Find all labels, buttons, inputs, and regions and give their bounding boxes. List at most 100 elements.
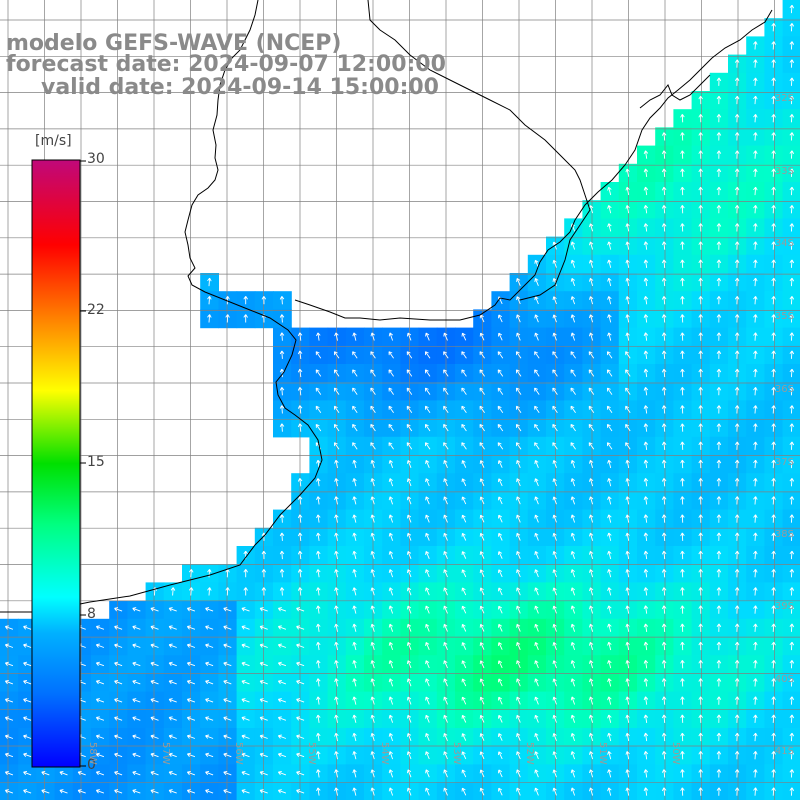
wind-arrow [114, 789, 123, 794]
wind-arrow [388, 387, 394, 395]
wind-arrow [370, 587, 375, 596]
wind-arrow [789, 714, 795, 723]
speed-cell [91, 782, 110, 800]
wind-arrow [661, 714, 667, 723]
title-forecast-date: forecast date: 2024-09-07 12:00:00 [6, 52, 446, 77]
wind-arrow [497, 733, 503, 741]
wind-arrow [443, 405, 449, 414]
wind-arrow [297, 550, 303, 560]
wind-arrow [370, 405, 376, 414]
wind-arrow [425, 605, 430, 614]
wind-arrow [753, 732, 758, 742]
wind-arrow [388, 459, 394, 469]
wind-arrow [661, 186, 667, 196]
wind-arrow [753, 95, 758, 105]
wind-arrow [259, 698, 268, 703]
wind-arrow [186, 789, 196, 794]
wind-arrow [406, 423, 413, 432]
wind-arrow [698, 132, 703, 141]
wind-arrow [516, 587, 521, 596]
wind-arrow [734, 350, 740, 359]
wind-arrow [643, 332, 649, 341]
wind-arrow [771, 168, 776, 177]
wind-arrow [625, 714, 630, 723]
wind-arrow [352, 678, 357, 687]
wind-arrow [716, 641, 722, 651]
wind-arrow [297, 405, 303, 414]
wind-arrow [424, 351, 431, 359]
wind-arrow [789, 441, 795, 450]
wind-arrow [243, 587, 248, 596]
wind-arrow [114, 770, 123, 776]
wind-arrow [698, 241, 703, 250]
wind-arrow [734, 532, 740, 541]
wind-arrow [607, 696, 612, 705]
wind-arrow [388, 442, 394, 450]
wind-arrow [95, 752, 105, 758]
wind-arrow [680, 660, 685, 669]
wind-arrow [279, 550, 285, 560]
wind-arrow [716, 114, 722, 123]
wind-arrow [625, 259, 630, 268]
wind-arrow [370, 332, 375, 341]
lon-label: 57W [160, 742, 171, 765]
wind-arrow [425, 751, 430, 760]
wind-arrow [497, 405, 504, 414]
wind-arrow [753, 423, 758, 432]
wind-arrow [771, 423, 776, 432]
wind-arrow [114, 716, 123, 721]
wind-arrow [261, 550, 267, 560]
wind-arrow [771, 587, 776, 596]
wind-arrow [425, 532, 430, 541]
wind-arrow [661, 587, 667, 596]
wind-arrow [23, 661, 32, 667]
wind-arrow [150, 679, 159, 685]
wind-arrow [734, 77, 740, 86]
wind-arrow [753, 514, 758, 523]
wind-arrow [789, 696, 795, 705]
wind-arrow [698, 532, 703, 541]
wind-arrow [789, 751, 795, 760]
wind-arrow [406, 642, 412, 650]
wind-arrow [607, 459, 612, 469]
wind-arrow [516, 551, 521, 559]
wind-arrow [279, 423, 285, 432]
wind-arrow [207, 314, 212, 323]
lon-label: 51W [597, 742, 608, 765]
wind-arrow [534, 351, 540, 359]
wind-arrow [753, 623, 758, 632]
wind-arrow [297, 350, 303, 359]
wind-arrow [352, 478, 357, 487]
speed-cell [236, 782, 256, 800]
wind-arrow [479, 587, 485, 596]
wind-arrow [771, 114, 776, 123]
wind-arrow [534, 696, 539, 705]
wind-arrow [771, 150, 776, 159]
wind-arrow [771, 660, 776, 669]
wind-arrow [277, 716, 287, 721]
wind-arrow [443, 678, 448, 687]
wind-arrow [625, 314, 630, 323]
wind-arrow [316, 732, 321, 742]
wind-arrow [424, 405, 431, 414]
wind-arrow [570, 296, 576, 305]
wind-arrow [479, 660, 485, 669]
wind-arrow [479, 605, 485, 614]
wind-arrow [734, 441, 740, 450]
wind-arrow [4, 752, 14, 758]
wind-arrow [789, 59, 795, 68]
wind-arrow [552, 623, 557, 632]
wind-arrow [734, 132, 740, 141]
wind-arrow [406, 532, 412, 541]
wind-arrow [570, 514, 576, 523]
wind-arrow [259, 625, 268, 630]
wind-arrow [588, 532, 594, 541]
wind-arrow [406, 733, 412, 741]
wind-arrow [680, 387, 685, 396]
wind-arrow [625, 787, 630, 796]
wind-arrow [461, 478, 467, 487]
wind-arrow [406, 714, 412, 723]
wind-arrow [188, 569, 194, 578]
wind-arrow [425, 733, 430, 741]
wind-arrow [680, 623, 685, 632]
